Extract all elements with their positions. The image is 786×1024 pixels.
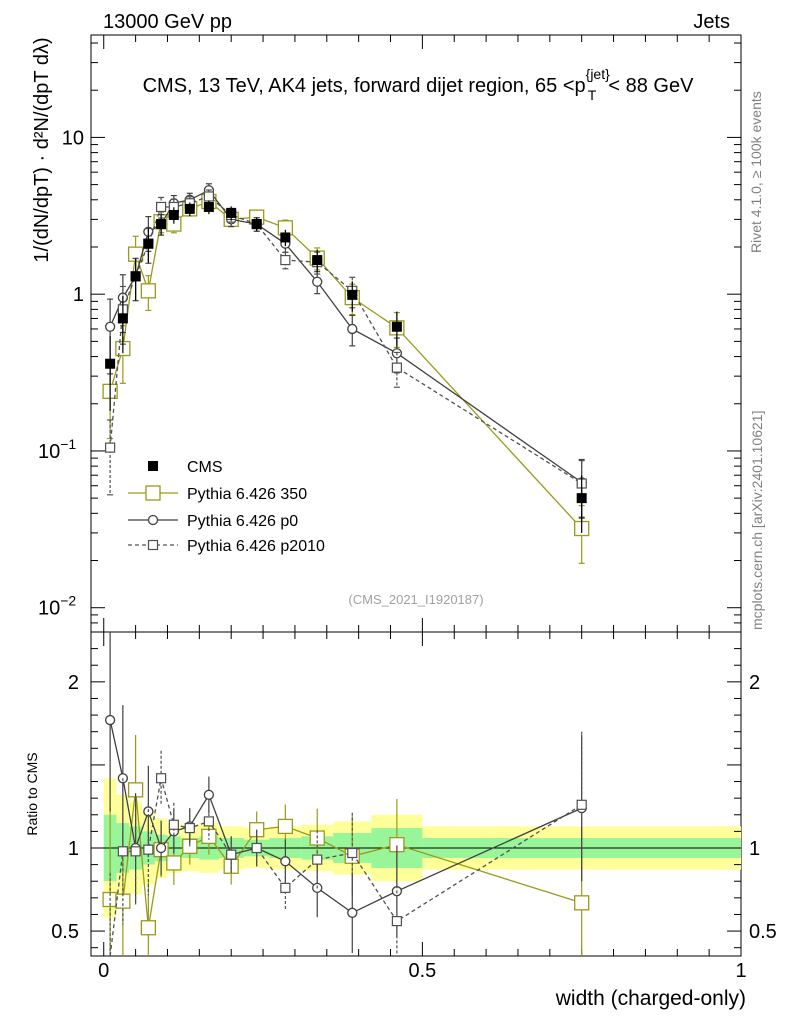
data-point-ratio [226,849,237,860]
mcplots-label: mcplots.cern.ch [arXiv:2401.10621] [749,411,765,630]
y-tick-label-main: 10−2 [38,593,76,620]
series-line-main [109,189,583,483]
y-tick-label-ratio-right: 2 [749,672,760,694]
y-tick-label-main: 10 [62,127,84,149]
data-point-main [156,219,167,230]
data-point-ratio [574,895,590,911]
data-point-main [105,442,116,453]
data-point-main [140,283,157,299]
analysis-tag: (CMS_2021_I1920187) [348,592,483,607]
data-point-main [391,362,402,373]
legend: CMS Pythia 6.426 350 Pythia 6.426 p0 Pythia… [128,459,325,555]
y-tick-base: 1 [73,284,84,306]
data-point-ratio [140,920,157,936]
data-point-ratio [280,856,291,867]
data-point-main [104,321,116,332]
legend-marker [147,539,159,551]
legend-label: Pythia 6.426 p2010 [187,538,325,555]
y-tick-exp: −2 [60,593,76,609]
series-line-main [109,200,583,529]
data-point-main [184,203,195,214]
legend-label: CMS [187,459,223,476]
legend-marker [148,461,158,471]
data-point-main [203,191,214,202]
data-point-ratio [277,818,294,835]
data-point-ratio [576,799,587,810]
y-axis-label-main: 1/(dN/dpT) · d²N/(dpT dλ) [31,37,53,262]
y-tick-base: 10 [62,127,84,149]
data-point-ratio [166,855,182,871]
data-point-main [105,358,116,369]
plot-title-p: p [575,75,586,97]
data-point-ratio [312,854,323,865]
data-point-ratio [347,847,358,859]
x-tick-label: 0 [98,960,109,982]
x-axis-label: width (charged-only) [555,987,746,1010]
x-tick-label: 1 [735,960,746,982]
y-tick-label-main: 10−1 [38,436,76,463]
data-point-ratio [391,916,402,927]
y-tick-label-ratio-right: 0.5 [749,921,777,943]
data-point-main [117,313,128,324]
data-point-main [251,219,262,230]
ratio-plot-frame [90,631,742,957]
y-tick-label-ratio: 0.5 [51,921,79,943]
data-point-main [280,232,291,243]
data-point-main [347,289,358,300]
data-point-main [130,271,141,282]
series-line-ratio [109,719,582,914]
plot-title-pre: CMS, 13 TeV, AK4 jets, forward dijet reg… [143,75,575,97]
data-point-ratio [184,822,195,834]
y-tick-base: 10 [38,441,60,463]
data-point-ratio [347,907,358,918]
data-point-ratio [251,842,262,854]
data-point-ratio [104,714,116,726]
y-tick-label-ratio-right: 1 [749,838,760,860]
y-tick-base: 10 [38,598,60,620]
legend-marker [147,514,159,526]
data-point-ratio [201,828,217,845]
main-series-group [102,183,590,564]
data-point-ratio [168,819,179,830]
header-right: Jets [693,11,730,33]
rivet-version-label: Rivet 4.1.0, ≥ 100k events [748,91,764,253]
data-point-main [280,254,291,266]
ratio-series-group [102,632,590,957]
data-point-main [143,238,154,249]
series-line-main [109,195,583,485]
data-point-ratio [203,816,214,827]
data-point-ratio [130,846,141,857]
data-point-main [347,323,358,335]
y-tick-label-ratio: 2 [68,672,79,694]
data-point-ratio [155,842,167,854]
data-point-main [391,321,402,332]
legend-label: Pythia 6.426 p0 [187,513,298,530]
data-point-main [203,201,214,212]
data-point-main [155,201,167,213]
plot-title: CMS, 13 TeV, AK4 jets, forward dijet reg… [143,66,694,103]
data-point-ratio [155,773,167,784]
legend-label: Pythia 6.426 350 [187,486,307,503]
legend-marker [145,485,161,501]
data-point-main [312,255,323,266]
header-left: 13000 GeV pp [103,11,232,33]
data-point-main [168,209,179,220]
data-point-ratio [280,882,291,893]
data-point-main [226,207,237,218]
y-tick-label-main: 1 [73,284,84,306]
data-point-main [312,276,323,287]
data-point-main [576,493,587,504]
data-point-ratio [143,844,154,855]
plot-title-post: < 88 GeV [608,75,694,97]
y-tick-label-ratio: 1 [68,838,79,860]
y-tick-exp: −1 [60,436,76,452]
plot-title-sup: {jet} [586,66,610,82]
plot-title-sub: T [588,87,597,103]
data-point-ratio [117,846,128,857]
data-point-ratio [203,789,215,800]
x-tick-label: 0.5 [408,960,436,982]
y-axis-label-ratio: Ratio to CMS [24,752,40,835]
